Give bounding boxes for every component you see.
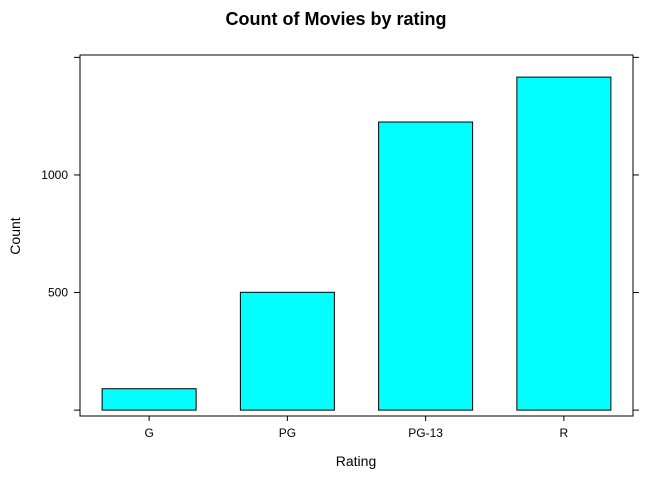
y-tick-labels: 500 1000	[41, 168, 68, 300]
bar-pg	[239, 291, 335, 411]
x-tick-label-pg-13: PG-13	[408, 426, 443, 440]
x-tick-label-g: G	[144, 426, 153, 440]
bar-g	[101, 388, 197, 411]
plot-frame	[79, 54, 634, 417]
x-tick-labels: G PG PG-13 R	[144, 426, 568, 440]
y-axis-label: Count	[7, 217, 23, 254]
x-tick-label-pg: PG	[279, 426, 296, 440]
bar-r	[516, 76, 612, 411]
axis-ticks	[74, 56, 639, 421]
x-axis-label: Rating	[336, 453, 376, 469]
y-tick-label-1000: 1000	[41, 168, 68, 182]
y-tick-label-500: 500	[48, 286, 68, 300]
chart-title: Count of Movies by rating	[225, 9, 446, 29]
bars	[101, 76, 612, 411]
x-tick-label-r: R	[560, 426, 569, 440]
bar-pg-13	[378, 121, 474, 411]
